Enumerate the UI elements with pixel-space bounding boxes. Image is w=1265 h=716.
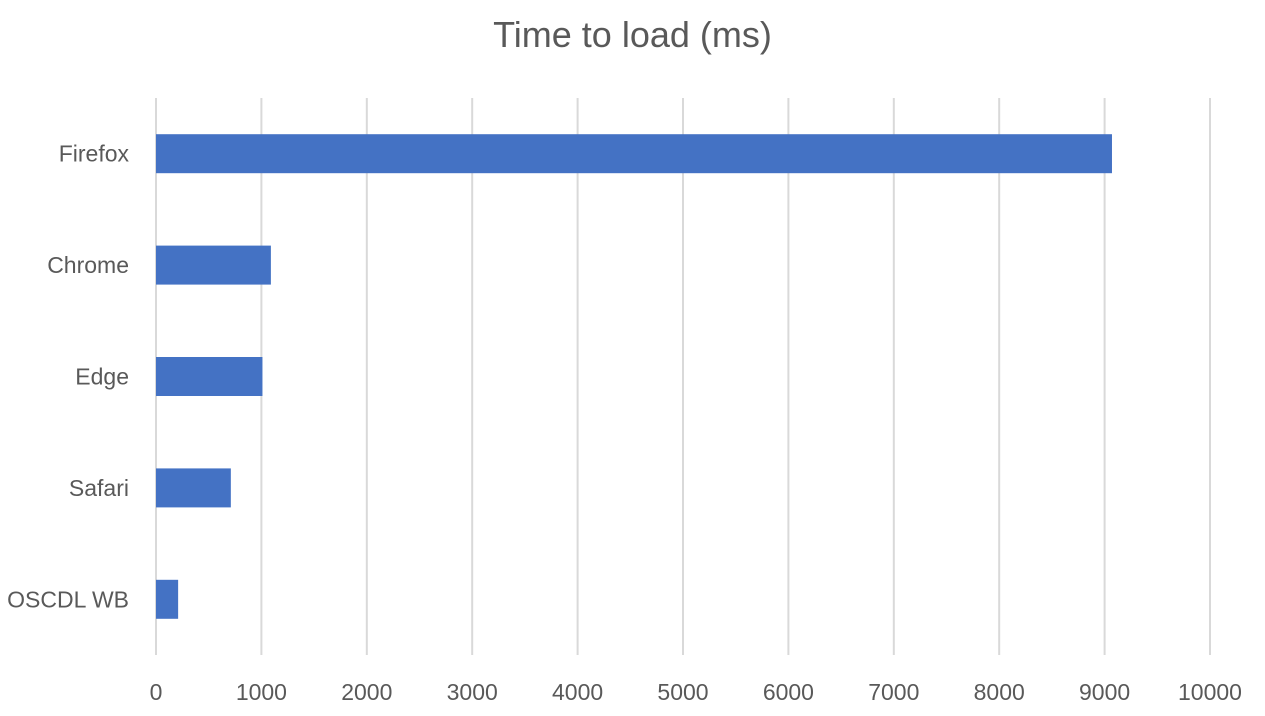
x-tick-label: 6000 [763,679,814,705]
bars [156,134,1112,619]
bar-firefox [156,134,1112,174]
x-tick-label: 9000 [1079,679,1130,705]
category-label: Edge [75,364,129,390]
category-labels: Firefox Chrome Edge Safari OSCDL WB [7,141,129,613]
x-tick-label: 7000 [868,679,919,705]
category-label: Safari [69,475,129,501]
bar-edge [156,357,263,396]
x-tick-label: 5000 [657,679,708,705]
x-tick-label: 0 [150,679,163,705]
category-label: Chrome [47,252,129,278]
x-tick-label: 10000 [1178,679,1242,705]
x-tick-label: 8000 [974,679,1025,705]
bar-chrome [156,245,271,285]
bar-oscdl-wb [156,579,179,619]
x-tick-label: 2000 [341,679,392,705]
gridlines [155,98,1211,655]
x-tick-labels: 0 1000 2000 3000 4000 5000 6000 7000 8000 9000 100… [150,679,1242,705]
x-tick-label: 3000 [447,679,498,705]
category-label: Firefox [59,141,130,167]
bar-safari [156,468,231,508]
category-label: OSCDL WB [7,586,129,612]
x-tick-label: 4000 [552,679,603,705]
chart-title: Time to load (ms) [493,14,772,55]
x-tick-label: 1000 [236,679,287,705]
